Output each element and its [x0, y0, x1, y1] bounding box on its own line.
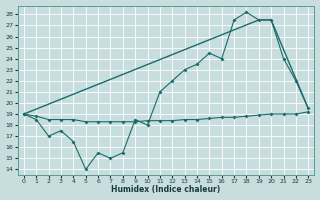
- X-axis label: Humidex (Indice chaleur): Humidex (Indice chaleur): [111, 185, 221, 194]
